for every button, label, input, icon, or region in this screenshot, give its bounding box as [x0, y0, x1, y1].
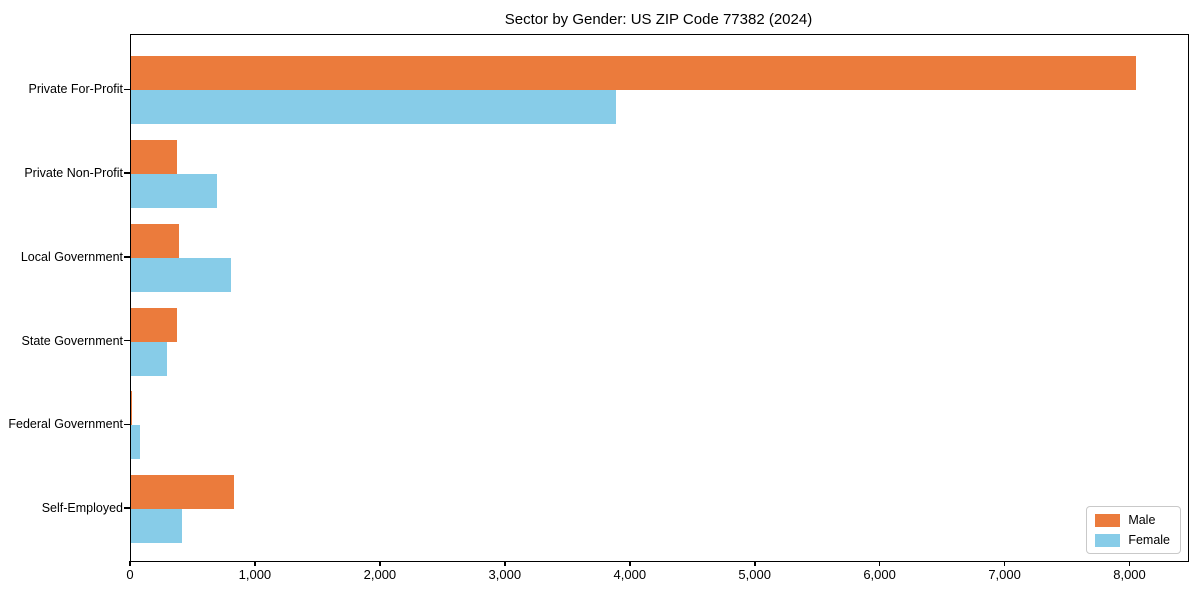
y-axis-label-federal-government: Federal Government: [8, 417, 123, 432]
x-tick-label-1-000: 1,000: [238, 567, 272, 582]
legend-swatch-female: [1095, 533, 1121, 547]
x-tick-label-7-000: 7,000: [988, 567, 1021, 582]
bar-female-federal-government: [131, 425, 141, 460]
y-tick-mark: [124, 88, 130, 90]
bar-female-self-employed: [131, 509, 183, 544]
chart-title: Sector by Gender: US ZIP Code 77382 (202…: [504, 11, 813, 28]
y-tick-mark: [124, 507, 130, 509]
plot-area: Male Female: [130, 34, 1189, 562]
x-tick-mark: [504, 561, 506, 566]
x-tick-label-6-000: 6,000: [863, 567, 896, 582]
y-tick-mark: [124, 172, 130, 174]
bar-male-self-employed: [131, 475, 235, 510]
x-tick-label-2-000: 2,000: [363, 567, 397, 582]
legend: Male Female: [1086, 506, 1181, 554]
x-tick-mark: [254, 561, 256, 566]
bar-male-local-government: [131, 223, 180, 258]
x-tick-label-4-000: 4,000: [613, 567, 647, 582]
x-tick-label-0: 0: [126, 567, 134, 582]
x-tick-mark: [878, 561, 881, 566]
y-axis-label-self-employed: Self-Employed: [41, 501, 123, 516]
x-tick-label-5-000: 5,000: [738, 567, 771, 582]
y-axis-label-private-for-profit: Private For-Profit: [28, 82, 123, 97]
x-tick-mark: [379, 561, 381, 566]
bar-female-local-government: [131, 257, 231, 292]
bar-male-private-for-profit: [131, 56, 1136, 91]
y-tick-mark: [124, 423, 130, 426]
bar-female-private-for-profit: [131, 90, 616, 125]
bar-female-private-non-profit: [131, 174, 218, 208]
y-tick-mark: [124, 339, 130, 342]
legend-item-male: Male: [1095, 513, 1170, 527]
x-tick-label-8-000: 8,000: [1113, 567, 1146, 582]
x-tick-mark: [629, 561, 631, 566]
bar-male-federal-government: [131, 391, 133, 426]
bar-male-state-government: [131, 307, 178, 342]
x-tick-mark: [1003, 561, 1006, 566]
x-tick-mark: [129, 561, 131, 566]
bar-male-private-non-profit: [131, 140, 178, 174]
y-axis-label-private-non-profit: Private Non-Profit: [24, 166, 123, 180]
bar-female-state-government: [131, 341, 167, 376]
x-tick-label-3-000: 3,000: [488, 567, 522, 582]
x-tick-mark: [1128, 561, 1131, 566]
y-tick-mark: [124, 256, 130, 258]
x-tick-mark: [754, 561, 756, 566]
legend-swatch-male: [1095, 513, 1121, 527]
legend-label-male: Male: [1128, 513, 1156, 527]
legend-item-female: Female: [1095, 533, 1170, 547]
legend-label-female: Female: [1128, 533, 1170, 547]
y-axis-label-local-government: Local Government: [20, 249, 123, 264]
y-axis-label-state-government: State Government: [21, 333, 123, 348]
